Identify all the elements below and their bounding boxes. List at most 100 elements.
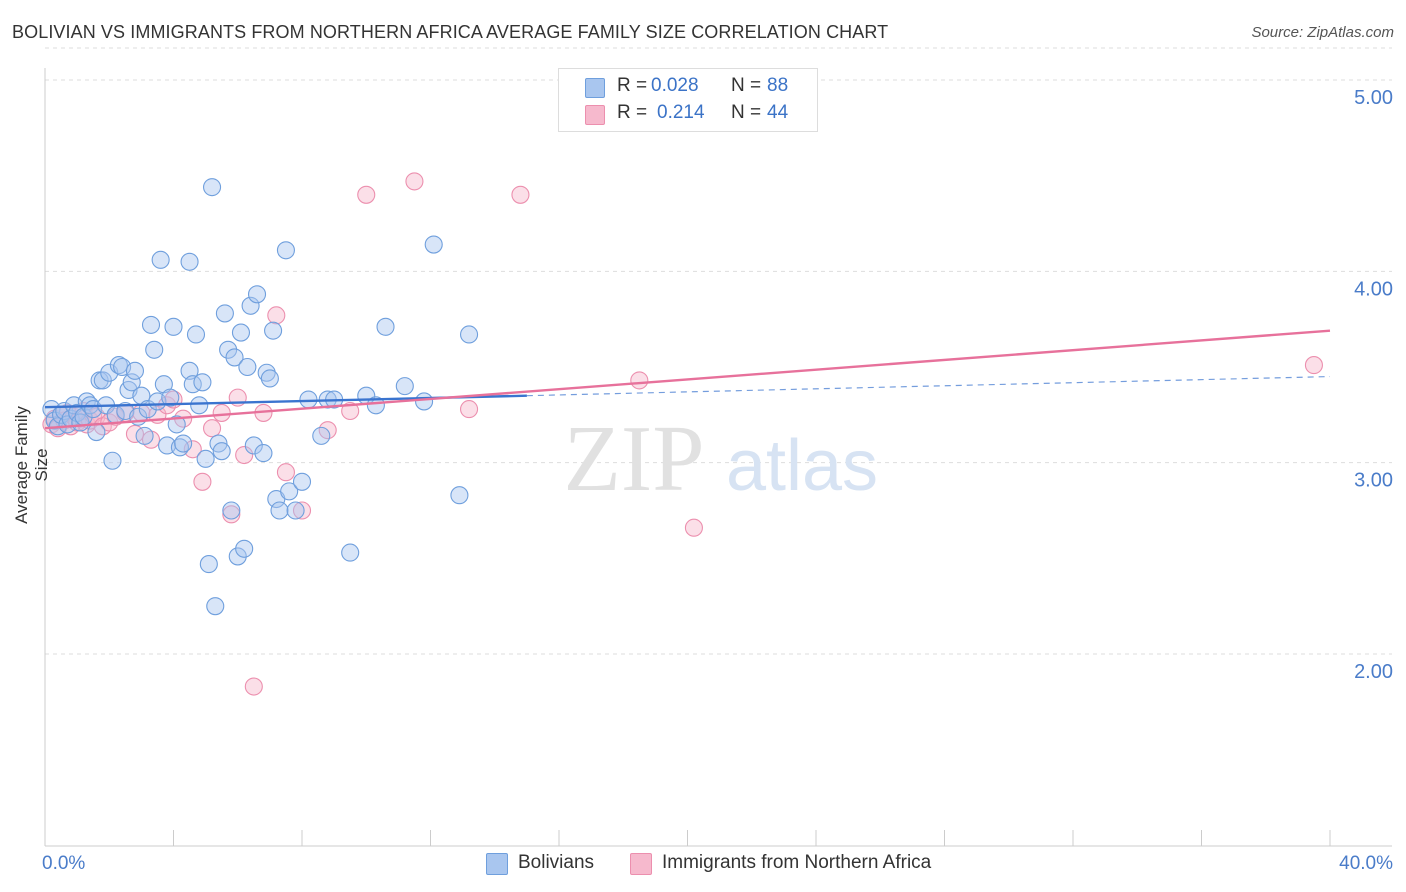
- bolivians-point: [312, 426, 331, 445]
- bolivians-point: [203, 178, 222, 197]
- bolivians-point: [264, 321, 283, 340]
- immigrants-point: [341, 401, 360, 421]
- bolivians-point: [231, 323, 251, 342]
- bolivians-point: [212, 442, 231, 461]
- immigrants-point: [235, 445, 254, 465]
- immigrants-point: [212, 403, 231, 422]
- y-tick-label: 3.00: [1354, 470, 1393, 492]
- bolivians-point: [276, 241, 295, 260]
- bolivians-point: [190, 396, 209, 415]
- bolivians-point: [109, 356, 128, 375]
- correlation-legend: R = 0.028 N = 88 R = 0.214 N = 44: [558, 68, 818, 132]
- bolivians-point: [228, 547, 247, 566]
- source-credit: Source: ZipAtlas.com: [1251, 24, 1394, 41]
- bolivians-point: [141, 315, 161, 334]
- bolivians-point: [206, 597, 225, 616]
- bolivians-point: [164, 317, 183, 336]
- bolivians-point: [122, 373, 141, 392]
- bolivians-point: [260, 369, 279, 388]
- bolivians-point: [186, 325, 206, 344]
- bolivians-point: [180, 252, 199, 271]
- y-tick-label: 5.00: [1354, 87, 1393, 109]
- bolivians-point: [299, 390, 318, 409]
- grid-layer: [45, 47, 1392, 655]
- bolivians-point: [174, 434, 193, 453]
- bolivians-point: [225, 348, 244, 367]
- bolivians-point: [196, 449, 215, 468]
- immigrants-point: [684, 518, 703, 537]
- bolivians-point: [376, 317, 395, 336]
- bolivians-point: [219, 340, 238, 359]
- immigrants-point: [405, 172, 424, 191]
- bottom-legend-label: Immigrants from Northern Africa: [662, 852, 932, 873]
- bolivians-point: [87, 423, 106, 442]
- bolivians-point: [254, 444, 273, 463]
- bolivians-point: [280, 482, 299, 501]
- axis-layer: [44, 68, 1392, 847]
- bolivians-point: [215, 304, 234, 323]
- tick-labels: 2.00 3.00 4.00 5.00 0.0% 40.0%: [42, 87, 1393, 874]
- bolivians-point: [292, 472, 312, 491]
- legend-n-label: N =: [731, 75, 762, 96]
- bolivians-point: [167, 415, 186, 434]
- y-axis-label: Average Family Size: [12, 406, 51, 524]
- bolivians-point: [235, 539, 254, 558]
- bolivians-point: [286, 501, 305, 520]
- immigrants-point: [244, 677, 263, 696]
- legend-swatch-pink: [585, 105, 605, 125]
- legend-r-label: R =: [617, 102, 648, 123]
- bottom-legend-label: Bolivians: [518, 852, 595, 873]
- bolivians-point: [459, 325, 479, 344]
- immigrants-point: [511, 185, 530, 204]
- blue-series-points: [42, 178, 479, 616]
- watermark-zip: ZIP: [564, 407, 705, 511]
- legend-n-value: 88: [767, 75, 789, 96]
- bottom-legend-swatch-blue: [486, 853, 508, 875]
- legend-r-label: R =: [617, 75, 648, 96]
- legend-n-value: 44: [767, 102, 789, 123]
- watermark-atlas: atlas: [726, 426, 878, 506]
- bolivians-point: [193, 373, 212, 392]
- bolivians-point: [366, 396, 385, 415]
- bolivians-point: [257, 363, 276, 382]
- legend-swatch-blue: [585, 78, 605, 98]
- bolivians-point: [145, 340, 164, 359]
- chart-title: BOLIVIAN VS IMMIGRANTS FROM NORTHERN AFR…: [12, 22, 889, 42]
- bolivians-point: [180, 361, 199, 380]
- x-tick-label-end: 40.0%: [1339, 853, 1393, 874]
- bolivians-point: [238, 357, 257, 377]
- x-tick-label-start: 0.0%: [42, 853, 85, 874]
- immigrants-point: [357, 185, 376, 204]
- immigrants-point: [276, 463, 295, 482]
- immigrants-point: [459, 400, 479, 419]
- bolivians-point: [395, 377, 414, 396]
- immigrants-point: [193, 472, 212, 491]
- bolivians-trend-extension: [526, 375, 1331, 397]
- bolivians-point: [103, 451, 122, 470]
- bolivians-point: [341, 543, 360, 562]
- legend-r-value: 0.028: [651, 75, 699, 96]
- bolivians-point: [244, 436, 263, 455]
- bolivians-point: [415, 392, 434, 411]
- immigrants-trend-line: [44, 329, 1331, 430]
- bolivians-point: [161, 388, 180, 407]
- bolivians-point: [241, 296, 260, 315]
- immigrants-point: [203, 419, 222, 438]
- trend-lines: [44, 329, 1331, 430]
- bolivians-point: [125, 361, 144, 380]
- bolivians-point: [151, 250, 170, 269]
- immigrants-point: [1304, 356, 1323, 375]
- bolivians-point: [270, 501, 289, 520]
- legend-n-label: N =: [731, 102, 762, 123]
- bolivians-point: [93, 371, 112, 390]
- y-tick-label: 4.00: [1354, 278, 1393, 300]
- y-tick-label: 2.00: [1354, 661, 1393, 683]
- bolivians-point: [199, 555, 218, 574]
- immigrants-point: [292, 501, 312, 520]
- bottom-legend-swatch-pink: [630, 853, 652, 875]
- bolivians-point: [247, 285, 267, 304]
- legend-r-value: 0.214: [657, 102, 705, 123]
- bolivians-point: [450, 486, 469, 505]
- immigrants-point: [222, 505, 241, 524]
